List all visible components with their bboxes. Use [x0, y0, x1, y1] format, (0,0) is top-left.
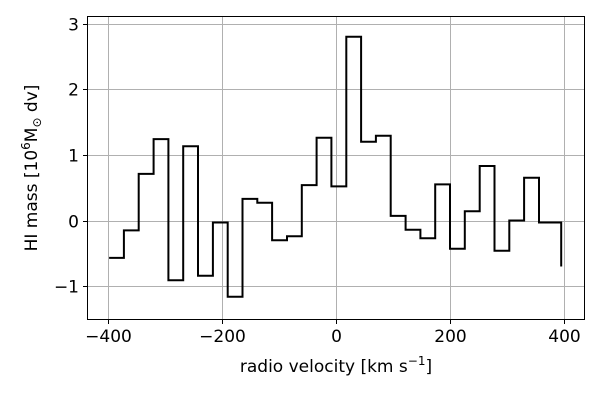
x-tick-label: 0: [331, 327, 342, 347]
y-tick-label: 3: [68, 16, 79, 36]
x-axis-label: radio velocity [km s−1]: [240, 354, 432, 377]
y-tick-label: 0: [68, 213, 79, 233]
x-tick-label: 400: [548, 327, 580, 347]
y-axis-label: HI mass [106M⊙ dv]: [19, 85, 44, 252]
y-tick-label: 1: [68, 147, 79, 167]
x-axis: −400 −200 0 200 400: [85, 319, 581, 347]
x-tick-label: 200: [434, 327, 466, 347]
grid: [88, 17, 584, 319]
x-tick-label: −200: [199, 327, 246, 347]
x-tick-label: −400: [85, 327, 132, 347]
y-tick-label: 2: [68, 81, 79, 101]
y-tick-label: −1: [54, 278, 79, 298]
y-axis: −1 0 1 2 3: [54, 16, 88, 298]
series-group: [109, 35, 563, 298]
hi-mass-step-line: [109, 35, 563, 298]
